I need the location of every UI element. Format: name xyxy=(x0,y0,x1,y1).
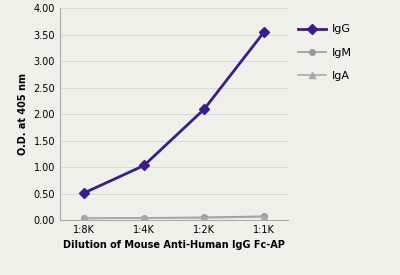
Legend: IgG, IgM, IgA: IgG, IgM, IgA xyxy=(298,24,352,81)
IgM xyxy=(262,215,266,218)
IgA xyxy=(262,215,266,218)
IgG xyxy=(142,164,146,167)
IgG xyxy=(202,108,206,111)
IgM xyxy=(82,217,86,220)
IgG xyxy=(262,31,266,34)
IgA xyxy=(82,217,86,220)
IgM xyxy=(142,216,146,219)
IgG xyxy=(82,191,86,195)
IgA xyxy=(202,216,206,219)
Line: IgM: IgM xyxy=(81,213,267,221)
X-axis label: Dilution of Mouse Anti-Human IgG Fc-AP: Dilution of Mouse Anti-Human IgG Fc-AP xyxy=(63,240,285,251)
Line: IgA: IgA xyxy=(81,214,267,221)
Y-axis label: O.D. at 405 nm: O.D. at 405 nm xyxy=(18,73,28,155)
IgM xyxy=(202,216,206,219)
Line: IgG: IgG xyxy=(80,29,268,196)
IgA xyxy=(142,216,146,219)
